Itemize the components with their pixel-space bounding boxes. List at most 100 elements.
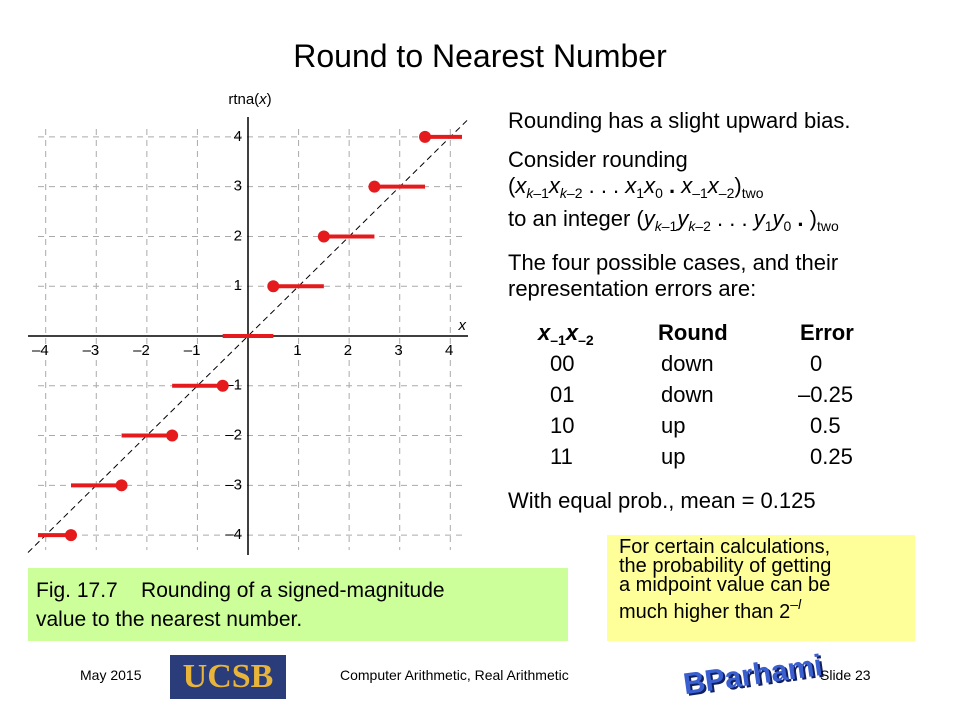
text-run: a midpoint value can be [619,574,831,596]
table-cell: 0 [810,351,823,376]
text-run: Round [658,320,728,345]
logo-parhami: BParhami [681,649,825,702]
table-header: Round [658,320,728,346]
text-run: k [559,185,567,201]
x-tick-label: 2 [344,342,352,359]
text-cases: The four possible cases, and their repres… [508,250,838,302]
table-cell: up [661,444,686,469]
text-run: k [688,218,696,234]
x-tick-label: –3 [83,342,100,359]
y-tick-label: 2 [234,227,242,244]
step-dot [216,379,229,392]
table-cell: 00 [550,351,575,376]
text-run: k [654,218,662,234]
text-run: l [798,596,802,612]
text-run: 0 [783,218,792,234]
table-cell: 10 [550,413,575,438]
text-run: –2 [695,218,711,234]
table-cell: 11 [550,444,573,469]
text-run: –1 [692,185,708,201]
text-run: ) [809,206,817,231]
table-cell: 0.5 [810,413,841,438]
text-run: y [753,206,765,231]
text-run: x [681,173,693,198]
text-run: –1 [550,332,566,348]
text-line: (xk–1xk–2 . . . x1x0 . x–1x–2)two [508,173,839,206]
text-run: x [548,173,560,198]
text-line: to an integer (yk–1yk–2 . . . y1y0 . )tw… [508,206,839,239]
text-run: –1 [533,185,549,201]
table-cell: 0.25 [810,444,853,469]
step-dot [419,130,432,143]
table-cell: down [661,351,714,376]
note-box: For certain calculations, the probability… [607,535,915,641]
text-line: For certain calculations, [619,537,915,557]
y-tick-label: –3 [225,476,242,493]
text-run: –2 [718,185,735,201]
steps [38,134,462,538]
text-line: The four possible cases, and their [508,250,838,276]
footer-course: Computer Arithmetic, Real Arithmetic [340,667,569,683]
text-line: much higher than 2–l [619,595,915,622]
text-run: ( [508,173,516,198]
text-run: x [458,317,467,334]
y-tick-label: –2 [225,427,242,444]
footer-date: May 2015 [80,667,142,683]
step-dot [166,429,179,442]
text-run: Rounding has a slight upward bias. [508,108,851,133]
text-run: Error [800,320,854,345]
text-run: x [538,320,551,345]
text-run: x [258,91,267,108]
y-tick-label: 4 [234,128,242,145]
text-line: the probability of getting [619,556,915,576]
text-run: –1 [661,218,678,234]
y-tick-label: 1 [234,277,242,294]
text-run: The four possible cases, and their [508,250,839,275]
text-run: two [816,218,839,234]
step-dot [317,230,330,243]
table-header: x–1x–2 [538,320,594,348]
text-bias: Rounding has a slight upward bias. [508,108,850,134]
y-tick-label: –4 [225,526,242,543]
text-run: x [515,173,527,198]
text-line: Rounding has a slight upward bias. [508,108,850,134]
axis-label: x [458,317,467,334]
axis-label: rtna(x) [228,91,271,108]
x-tick-label: –2 [133,342,150,359]
x-tick-label: –4 [32,342,49,359]
text-run: 0 [655,185,663,201]
x-tick-label: 3 [394,342,402,359]
text-run: y [643,206,655,231]
text-run: . . . [710,206,754,231]
text-run: x [644,173,656,198]
x-tick-label: 4 [445,342,453,359]
caption-box: Fig. 17.7 Rounding of a signed-magnitude… [28,568,568,641]
text-run: –2 [578,332,594,348]
step-dot [115,479,128,492]
text-run: . [791,206,810,231]
text-run: . . . [582,173,626,198]
text-run: ) [734,173,742,198]
text-run: –2 [566,185,583,201]
text-run: y [772,206,784,231]
slide-title: Round to Nearest Number [293,38,667,74]
table-cell: down [661,382,714,407]
step-dot [368,180,381,193]
logo-ucsb: UCSB [170,655,286,699]
text-run: k [526,185,534,201]
footer-slide: Slide 23 [820,667,871,683]
text-run: two [741,185,764,201]
text-run: . [662,173,682,198]
text-run: ) [267,91,272,108]
table-cell: 01 [550,382,575,407]
text-run: Fig. 17.7 Rounding of a signed-magnitude [36,579,445,602]
text-run: 1 [636,185,645,201]
text-run: y [677,206,689,231]
table-cell: –0.25 [798,382,854,407]
text-run: x [565,320,579,345]
text-line: Consider rounding [508,147,839,173]
text-line: With equal prob., mean = 0.125 [508,488,816,514]
text-run: With equal prob., mean = 0.125 [508,488,816,513]
